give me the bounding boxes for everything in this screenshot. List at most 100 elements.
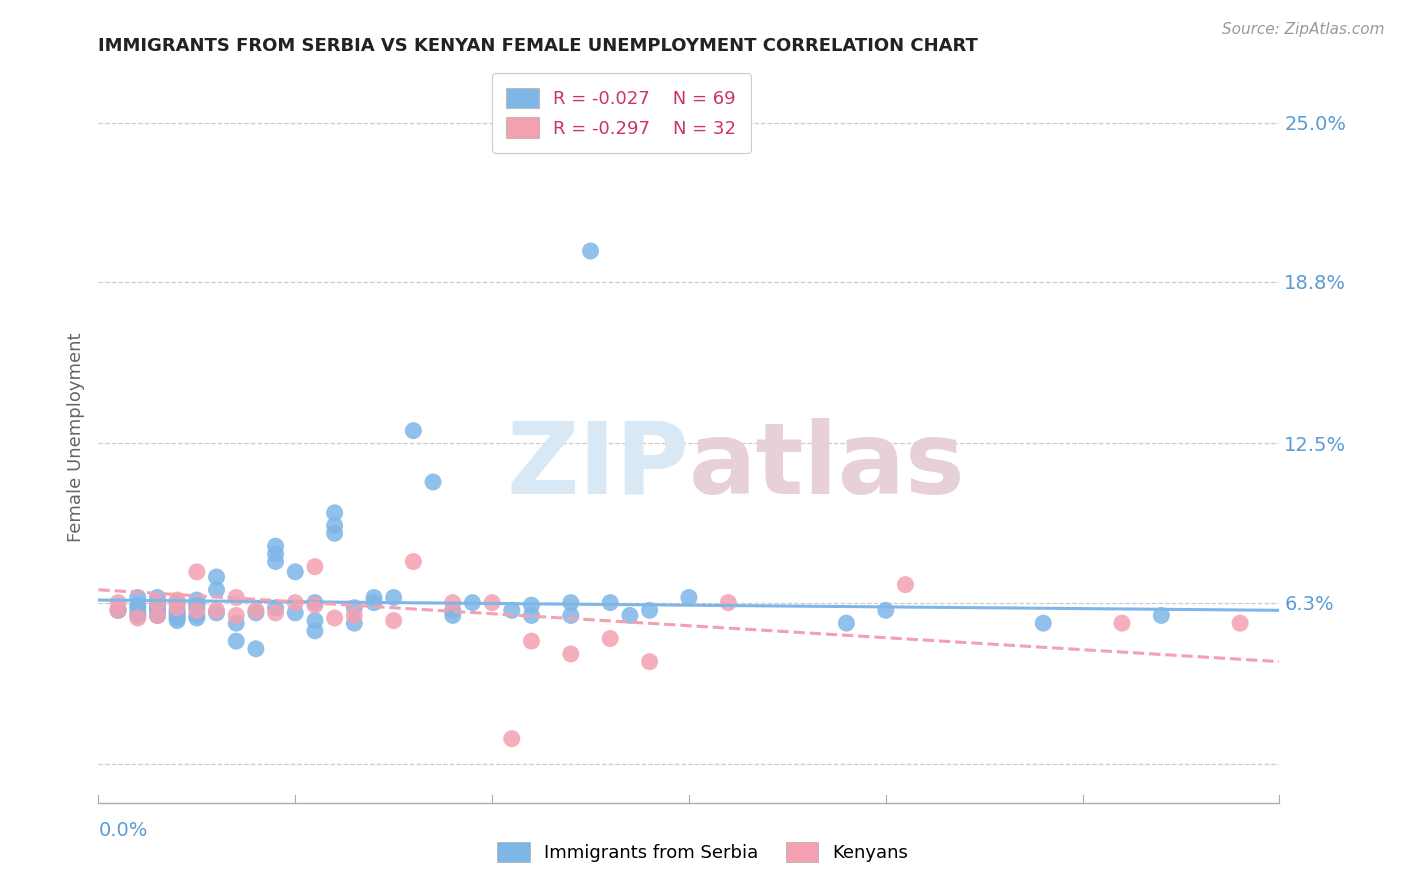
Point (304, 614, 326, 628)
Point (107, 596, 129, 610)
Point (284, 565, 307, 579)
Point (146, 600, 169, 615)
Point (166, 603, 188, 617)
Point (875, 603, 897, 617)
Text: IMMIGRANTS FROM SERBIA VS KENYAN FEMALE UNEMPLOYMENT CORRELATION CHART: IMMIGRANTS FROM SERBIA VS KENYAN FEMALE … (98, 37, 979, 54)
Point (127, 591, 149, 605)
Point (107, 603, 129, 617)
Point (186, 608, 208, 623)
Point (441, 596, 464, 610)
Y-axis label: Female Unemployment: Female Unemployment (66, 333, 84, 541)
Point (323, 526, 346, 541)
Point (146, 591, 169, 605)
Point (166, 608, 188, 623)
Point (619, 608, 641, 623)
Text: ZIP: ZIP (506, 417, 689, 515)
Point (422, 475, 444, 489)
Point (304, 559, 326, 574)
Point (107, 603, 129, 617)
Point (146, 608, 169, 623)
Point (461, 596, 484, 610)
Point (166, 614, 188, 628)
Point (166, 596, 188, 610)
Point (402, 555, 425, 569)
Point (501, 603, 523, 617)
Point (560, 596, 582, 610)
Point (343, 608, 366, 623)
Point (245, 603, 267, 617)
Point (264, 600, 287, 615)
Point (402, 424, 425, 438)
Point (382, 614, 405, 628)
Point (560, 647, 582, 661)
Point (304, 596, 326, 610)
Point (1229, 616, 1251, 631)
Text: 0.0%: 0.0% (98, 821, 148, 840)
Point (560, 608, 582, 623)
Point (638, 655, 661, 669)
Point (186, 600, 208, 615)
Point (225, 616, 247, 631)
Point (225, 634, 247, 648)
Point (520, 598, 543, 612)
Point (146, 606, 169, 620)
Point (835, 616, 858, 631)
Point (1150, 608, 1173, 623)
Point (186, 603, 208, 617)
Point (166, 593, 188, 607)
Point (186, 565, 208, 579)
Point (304, 598, 326, 612)
Point (127, 606, 149, 620)
Text: atlas: atlas (689, 417, 966, 515)
Point (520, 634, 543, 648)
Point (264, 555, 287, 569)
Point (225, 591, 247, 605)
Point (245, 606, 267, 620)
Point (323, 518, 346, 533)
Point (205, 606, 228, 620)
Point (717, 596, 740, 610)
Point (284, 596, 307, 610)
Point (146, 598, 169, 612)
Point (186, 611, 208, 625)
Point (107, 603, 129, 617)
Point (678, 591, 700, 605)
Point (146, 608, 169, 623)
Point (579, 244, 602, 258)
Point (638, 603, 661, 617)
Point (481, 596, 503, 610)
Point (441, 608, 464, 623)
Point (146, 603, 169, 617)
Point (363, 591, 385, 605)
Point (205, 603, 228, 617)
Point (520, 608, 543, 623)
Point (205, 582, 228, 597)
Point (264, 547, 287, 561)
Point (363, 596, 385, 610)
Point (166, 600, 188, 615)
Point (205, 570, 228, 584)
Point (1111, 616, 1133, 631)
Point (323, 506, 346, 520)
Point (127, 608, 149, 623)
Point (146, 596, 169, 610)
Point (186, 593, 208, 607)
Point (343, 600, 366, 615)
Point (599, 596, 621, 610)
Point (166, 606, 188, 620)
Point (127, 611, 149, 625)
Point (382, 591, 405, 605)
Point (284, 606, 307, 620)
Point (343, 616, 366, 631)
Point (441, 603, 464, 617)
Point (225, 608, 247, 623)
Point (166, 611, 188, 625)
Point (501, 731, 523, 746)
Point (245, 641, 267, 656)
Point (323, 611, 346, 625)
Point (146, 608, 169, 623)
Text: Source: ZipAtlas.com: Source: ZipAtlas.com (1222, 22, 1385, 37)
Point (127, 600, 149, 615)
Legend: R = -0.027    N = 69, R = -0.297    N = 32: R = -0.027 N = 69, R = -0.297 N = 32 (492, 73, 751, 153)
Point (264, 539, 287, 553)
